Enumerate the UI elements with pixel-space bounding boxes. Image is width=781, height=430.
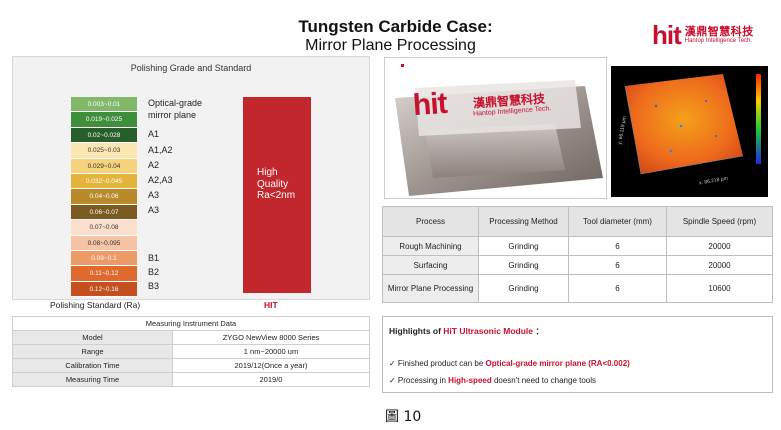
brand-logo: hit 漢鼎智慧科技 Hantop Intelligence Tech. bbox=[652, 20, 754, 51]
table-row: Calibration Time 2019/12(Once a year) bbox=[12, 358, 370, 373]
polishing-grade-panel: Polishing Grade and Standard 0.003~0.01 0… bbox=[12, 56, 370, 300]
label-a2: A2 bbox=[148, 160, 160, 170]
measure-value: 1 nm~20000 um bbox=[172, 344, 370, 359]
highlights-box: Highlights of HiT Ultrasonic Module ： ✓ … bbox=[382, 316, 773, 393]
label-b3: B3 bbox=[148, 281, 160, 291]
grade-row: 0.04~0.06 bbox=[71, 189, 137, 205]
highlight-2-suffix: doesn't need to change tools bbox=[491, 376, 597, 385]
tool-cell: 6 bbox=[568, 236, 667, 256]
label-mirror-plane: mirror plane bbox=[148, 110, 197, 120]
process-cell: Rough Machining bbox=[382, 236, 479, 256]
grade-scale: 0.003~0.01 0.019~0.025 0.02~0.028 0.025~0.0… bbox=[71, 97, 137, 298]
grade-row: 0.06~0.07 bbox=[71, 204, 137, 221]
label-a1-a2: A1,A2 bbox=[148, 145, 173, 155]
table-row: Measuring Time 2019/0 bbox=[12, 372, 370, 387]
grade-row: 0.019~0.025 bbox=[71, 112, 137, 128]
polishing-standard-hit: HIT bbox=[264, 300, 278, 310]
highlights-title-suffix: ： bbox=[533, 326, 544, 336]
measure-value: 2019/0 bbox=[172, 372, 370, 387]
table-row: Mirror Plane Processing Grinding 6 10600 bbox=[382, 274, 773, 303]
highlight-2-emphasis: High-speed bbox=[448, 376, 492, 385]
grade-row: 0.032~0.045 bbox=[71, 173, 137, 190]
title-line-1: Tungsten Carbide Case: bbox=[298, 17, 493, 36]
highlights-title-module: HiT Ultrasonic Module bbox=[443, 326, 534, 336]
surface-map-image: y: 66.119 µm x: 86.218 µm bbox=[611, 66, 768, 197]
figure-caption: 圖 10 bbox=[385, 409, 422, 425]
col-header-process: Process bbox=[382, 206, 479, 237]
label-a3-b: A3 bbox=[148, 205, 160, 215]
table-row: Range 1 nm~20000 um bbox=[12, 344, 370, 359]
tool-cell: 6 bbox=[568, 255, 667, 275]
hq-line-1: High bbox=[257, 167, 278, 178]
label-a3-a: A3 bbox=[148, 190, 160, 200]
engraved-part-photo: hit 漢鼎智慧科技 Hantop Intelligence Tech. bbox=[384, 57, 607, 199]
measure-label: Calibration Time bbox=[12, 358, 173, 373]
table-header-row: Process Processing Method Tool diameter … bbox=[382, 206, 773, 237]
highlight-1-emphasis: Optical-grade mirror plane (RA<0.002) bbox=[485, 359, 630, 368]
high-quality-bar: High Quality Ra<2nm bbox=[243, 97, 311, 293]
grade-row: 0.08~0.095 bbox=[71, 235, 137, 251]
highlight-2-prefix: ✓ Processing in bbox=[389, 376, 449, 385]
measure-label: Range bbox=[12, 344, 173, 359]
speed-cell: 10600 bbox=[666, 274, 773, 303]
label-a1: A1 bbox=[148, 129, 160, 139]
grade-row: 0.11~0.12 bbox=[71, 266, 137, 282]
process-cell: Surfacing bbox=[382, 255, 479, 275]
tool-cell: 6 bbox=[568, 274, 667, 303]
method-cell: Grinding bbox=[478, 255, 569, 275]
grade-row: 0.02~0.028 bbox=[71, 127, 137, 144]
highlight-1-prefix: ✓ Finished product can be bbox=[389, 359, 486, 368]
title-line-2: Mirror Plane Processing bbox=[305, 37, 476, 54]
logo-mark: hit bbox=[652, 20, 682, 50]
highlight-line-2: ✓ Processing in High-speed doesn't need … bbox=[389, 376, 596, 385]
measure-label: Model bbox=[12, 330, 173, 345]
label-a2-a3: A2,A3 bbox=[148, 175, 173, 185]
grade-row: 0.09~0.1 bbox=[71, 250, 137, 267]
method-cell: Grinding bbox=[478, 274, 569, 303]
col-header-tool: Tool diameter (mm) bbox=[568, 206, 667, 237]
speed-cell: 20000 bbox=[666, 255, 773, 275]
logo-name-en: Hantop Intelligence Tech. bbox=[684, 38, 753, 45]
label-optical-grade: Optical-grade bbox=[148, 98, 203, 108]
polishing-standard-label: Polishing Standard (Ra) bbox=[50, 300, 141, 310]
hq-line-3: Ra<2nm bbox=[257, 190, 296, 201]
grade-row: 0.003~0.01 bbox=[71, 97, 137, 113]
process-cell: Mirror Plane Processing bbox=[382, 274, 479, 303]
measure-label: Measuring Time bbox=[12, 372, 173, 387]
measure-value: 2019/12(Once a year) bbox=[172, 358, 370, 373]
highlights-title: Highlights of HiT Ultrasonic Module ： bbox=[389, 325, 544, 337]
table-row: Model ZYGO NewView 8000 Series bbox=[12, 330, 370, 345]
col-header-speed: Spindle Speed (rpm) bbox=[666, 206, 773, 237]
grade-row: 0.025~0.03 bbox=[71, 143, 137, 159]
measuring-instrument-table: Measuring Instrument Data Model ZYGO New… bbox=[12, 316, 370, 387]
label-b2: B2 bbox=[148, 267, 160, 277]
method-cell: Grinding bbox=[478, 236, 569, 256]
table-row: Surfacing Grinding 6 20000 bbox=[382, 255, 773, 275]
hq-line-2: Quality bbox=[257, 178, 289, 190]
surface-map-svg bbox=[611, 66, 768, 197]
polishing-panel-title: Polishing Grade and Standard bbox=[130, 63, 252, 73]
process-table: Process Processing Method Tool diameter … bbox=[382, 206, 773, 303]
part-photo-image bbox=[385, 58, 606, 198]
page-title: Tungsten Carbide Case: Mirror Plane Proc… bbox=[0, 18, 781, 54]
highlight-line-1: ✓ Finished product can be Optical-grade … bbox=[389, 359, 630, 368]
measure-value: ZYGO NewView 8000 Series bbox=[172, 330, 370, 345]
highlights-title-prefix: Highlights of bbox=[389, 326, 444, 336]
grade-row: 0.029~0.04 bbox=[71, 158, 137, 174]
speed-cell: 20000 bbox=[666, 236, 773, 256]
photo-brand-mark: hit bbox=[411, 86, 448, 123]
label-b1: B1 bbox=[148, 253, 160, 263]
measuring-table-title: Measuring Instrument Data bbox=[12, 316, 370, 331]
col-header-method: Processing Method bbox=[478, 206, 569, 237]
logo-name-cn: 漢鼎智慧科技 bbox=[684, 25, 754, 38]
grade-row: 0.07~0.08 bbox=[71, 220, 137, 236]
grade-row: 0.12~0.16 bbox=[71, 281, 137, 298]
table-row: Rough Machining Grinding 6 20000 bbox=[382, 236, 773, 256]
